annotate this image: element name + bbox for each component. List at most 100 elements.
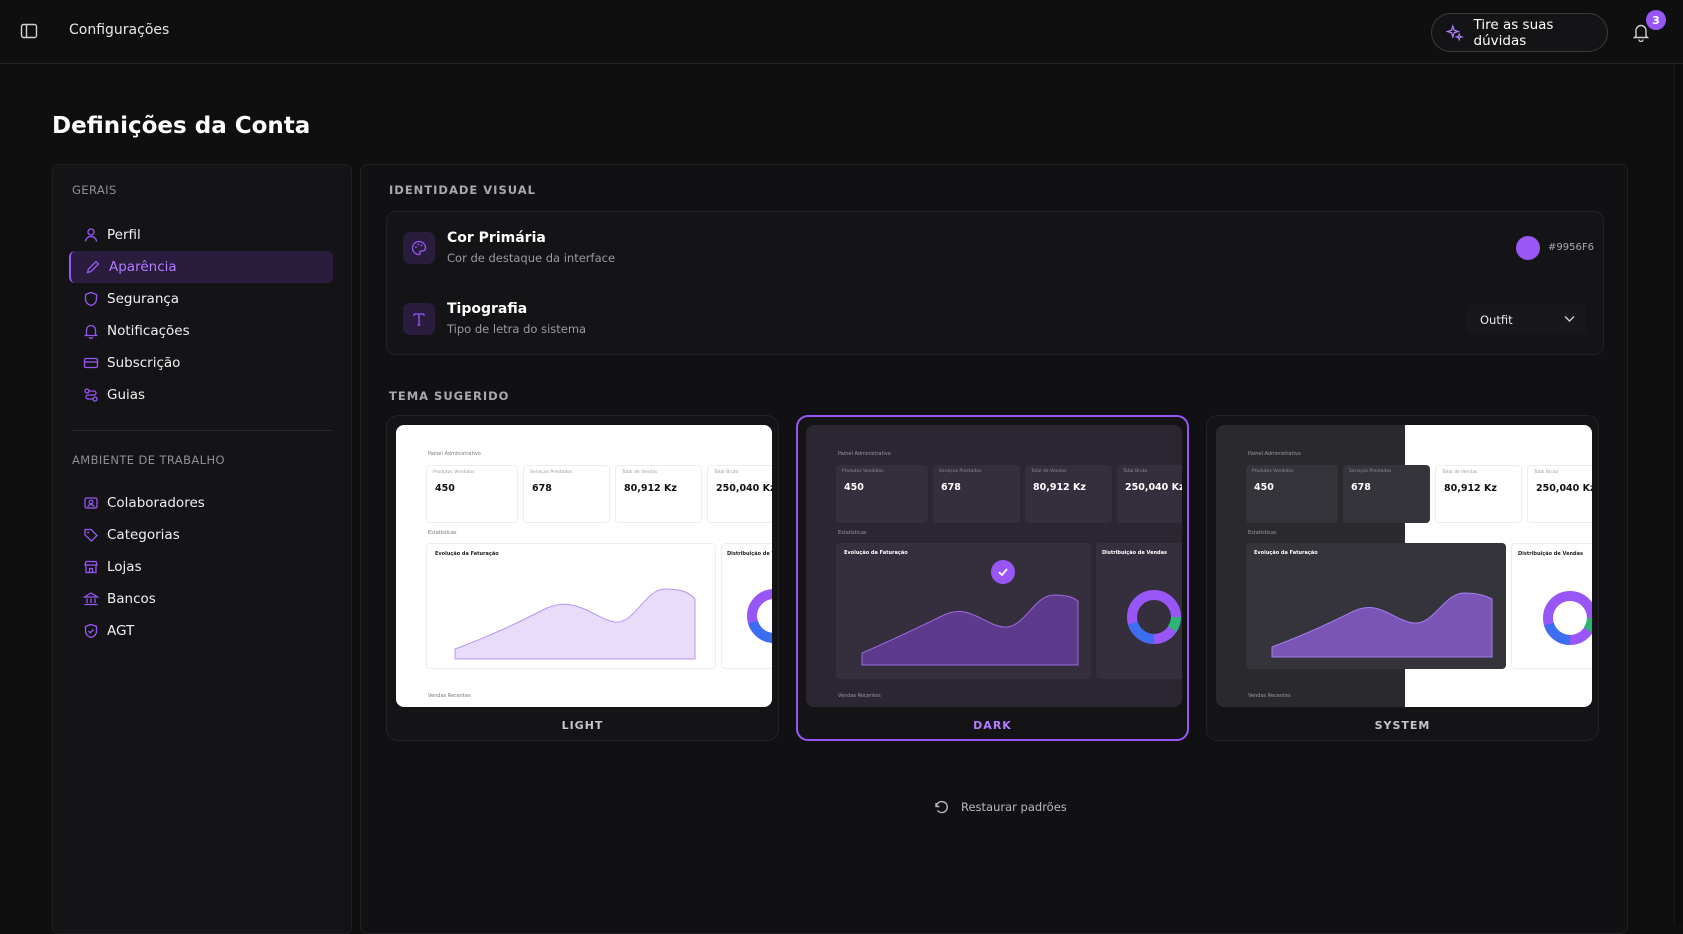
theme-option-dark[interactable]: Painel Administrativo Produtos Vendidos … [796, 415, 1189, 741]
sidebar-item-notifications[interactable]: Notificações [69, 315, 333, 347]
breadcrumb-title: Configurações [69, 22, 170, 38]
preview-donut-chart [747, 589, 772, 643]
preview-stat-caption: Total de Vendas [622, 470, 658, 475]
sidebar-item-guides[interactable]: Guias [69, 379, 333, 411]
theme-label-dark: DARK [973, 719, 1012, 732]
preview-area-chart [1271, 592, 1493, 658]
preview-stat-value: 450 [844, 482, 864, 493]
sidebar-divider [72, 430, 332, 431]
sidebar-item-subscription[interactable]: Subscrição [69, 347, 333, 379]
system-theme-preview: Painel Administrativo Produtos Vendidos … [1216, 425, 1592, 707]
sidebar-item-categories[interactable]: Categorias [69, 519, 333, 551]
typography-subtitle: Tipo de letra do sistema [447, 322, 587, 336]
preview-stat-caption: Serviços Prestados [1349, 469, 1392, 474]
notifications-bell-icon[interactable] [1632, 22, 1650, 42]
preview-stat-value: 80,912 Kz [624, 483, 677, 494]
preview-stat-value: 450 [1254, 482, 1274, 493]
shield-icon [84, 291, 98, 307]
route-icon [84, 388, 98, 402]
preview-stat-caption: Total Bruto [1534, 470, 1559, 475]
preview-stat-card: Produtos Vendidos 450 [426, 465, 518, 523]
preview-stat-card: Total Bruto 250,040 Kz [1117, 465, 1182, 523]
sidebar-toggle-icon[interactable] [20, 22, 38, 40]
sidebar-item-label: Guias [107, 387, 146, 403]
primary-color-title: Cor Primária [447, 230, 546, 246]
preview-section: Estatísticas [1248, 530, 1277, 536]
sidebar-item-label: Perfil [107, 227, 141, 243]
sidebar-item-profile[interactable]: Perfil [69, 219, 333, 251]
preview-area-chart [861, 594, 1079, 666]
dark-theme-preview: Painel Administrativo Produtos Vendidos … [806, 425, 1182, 707]
preview-footer: Vendas Recentes [1248, 693, 1291, 699]
sidebar-item-agt[interactable]: AGT [69, 615, 333, 647]
preview-stat-value: 678 [532, 483, 552, 494]
settings-sidebar: GERAIS Perfil Aparência Segurança Notifi… [52, 164, 352, 934]
sidebar-item-label: Segurança [107, 291, 180, 307]
preview-chart-card: Evolução da Faturação [836, 543, 1091, 679]
sidebar-item-stores[interactable]: Lojas [69, 551, 333, 583]
preview-donut-title: Distribuição de Vendas [1518, 551, 1583, 557]
shield-check-icon [84, 623, 98, 639]
preview-stat-card: Total de Vendas 80,912 Kz [1435, 465, 1522, 523]
light-theme-preview: Painel Administrativo Produtos Vendidos … [396, 425, 772, 707]
sidebar-item-label: Lojas [107, 559, 142, 575]
palette-icon [403, 232, 435, 264]
primary-color-hex: #9956F6 [1548, 242, 1594, 253]
preview-stat-value: 80,912 Kz [1033, 482, 1086, 493]
store-icon [84, 560, 98, 574]
theme-option-system[interactable]: Painel Administrativo Produtos Vendidos … [1206, 415, 1599, 741]
preview-stat-value: 80,912 Kz [1444, 483, 1497, 494]
font-select[interactable]: Outfit [1467, 304, 1587, 335]
preview-stat-caption: Serviços Prestados [939, 469, 982, 474]
preview-stat-value: 250,040 Kz [1125, 482, 1182, 493]
visual-identity-card: Cor Primária Cor de destaque da interfac… [386, 211, 1604, 355]
users-icon [84, 497, 98, 509]
preview-donut-card: Distribuição de Vendas [1511, 543, 1592, 669]
preview-stat-caption: Serviços Prestados [530, 470, 573, 475]
typography-icon [403, 303, 435, 335]
preview-stat-caption: Produtos Vendidos [433, 470, 475, 475]
preview-section: Estatísticas [428, 530, 457, 536]
ask-questions-label: Tire as suas dúvidas [1473, 16, 1554, 49]
ask-questions-button[interactable]: Tire as suas dúvidas [1431, 13, 1608, 52]
preview-stat-value: 450 [435, 483, 455, 494]
pencil-icon [86, 260, 100, 274]
page-scrollbar[interactable] [1674, 64, 1683, 923]
typography-title: Tipografia [447, 301, 528, 317]
preview-area-chart [454, 588, 696, 660]
chevron-down-icon [1564, 316, 1575, 322]
preview-stat-value: 250,040 Kz [716, 483, 772, 494]
sidebar-item-label: Notificações [107, 323, 190, 339]
notification-count-badge: 3 [1646, 10, 1666, 30]
bank-icon [83, 592, 99, 606]
restore-defaults-label: Restaurar padrões [961, 800, 1067, 814]
suggested-theme-heading: TEMA SUGERIDO [389, 389, 510, 403]
preview-chart-title: Evolução da Faturação [1254, 550, 1318, 556]
primary-color-swatch[interactable] [1516, 236, 1540, 260]
bell-icon [83, 324, 99, 339]
sidebar-item-label: AGT [107, 623, 135, 639]
sidebar-item-security[interactable]: Segurança [69, 283, 333, 315]
preview-footer: Vendas Recentes [838, 693, 881, 699]
preview-donut-chart [1127, 590, 1181, 644]
theme-option-light[interactable]: Painel Administrativo Produtos Vendidos … [386, 415, 779, 741]
top-bar: Configurações Tire as suas dúvidas 3 [0, 0, 1683, 64]
credit-card-icon [83, 357, 99, 369]
preview-stat-card: Serviços Prestados 678 [523, 465, 610, 523]
preview-donut-title: Distribuição de Vendas [727, 551, 772, 557]
tag-icon [84, 528, 98, 542]
primary-color-subtitle: Cor de destaque da interface [447, 251, 616, 265]
workspace-section-label: AMBIENTE DE TRABALHO [72, 453, 225, 467]
sidebar-item-appearance[interactable]: Aparência [69, 251, 333, 283]
preview-stat-card: Produtos Vendidos 450 [836, 465, 928, 523]
visual-identity-heading: IDENTIDADE VISUAL [389, 183, 536, 197]
preview-stat-caption: Total de Vendas [1031, 469, 1067, 474]
preview-stat-card: Produtos Vendidos 450 [1246, 465, 1338, 523]
sidebar-item-label: Bancos [107, 591, 156, 607]
restore-defaults-button[interactable]: Restaurar padrões [933, 795, 1067, 819]
sidebar-item-banks[interactable]: Bancos [69, 583, 333, 615]
preview-section: Estatísticas [838, 530, 867, 536]
theme-label-light: LIGHT [561, 719, 604, 732]
preview-chart-card: Evolução da Faturação [426, 543, 716, 669]
sidebar-item-collaborators[interactable]: Colaboradores [69, 487, 333, 519]
